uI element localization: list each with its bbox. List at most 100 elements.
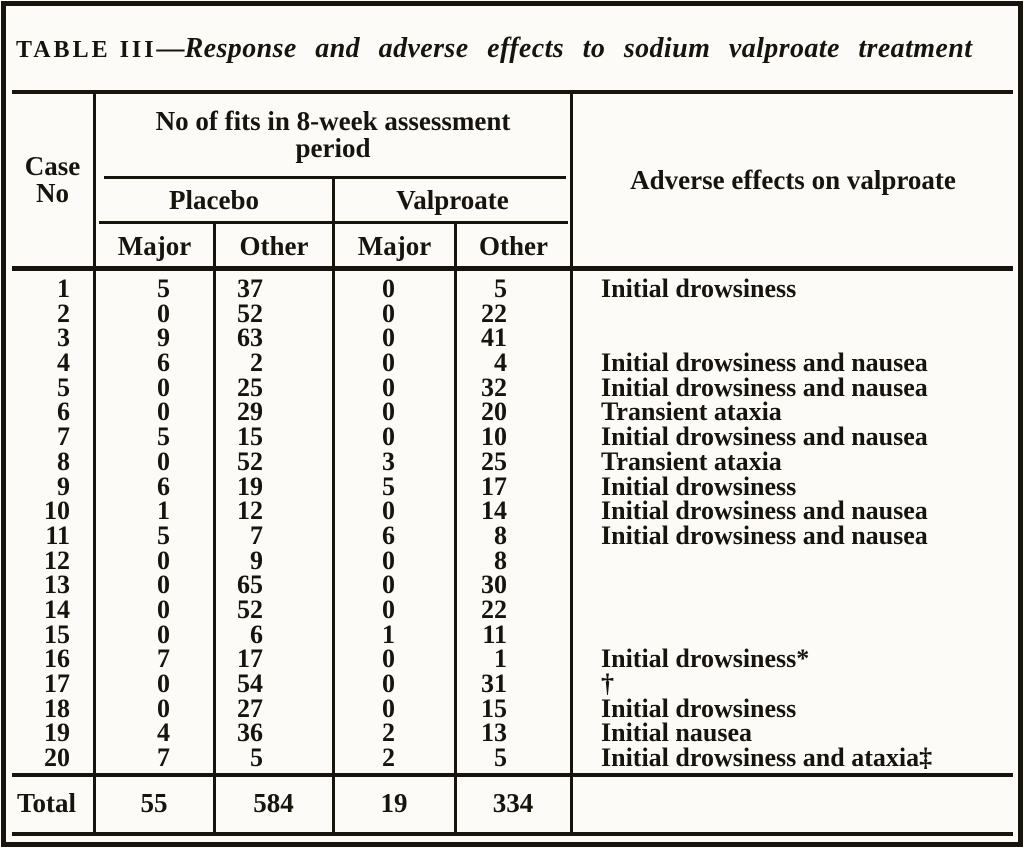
- placebo-other-cell: 52: [237, 298, 263, 328]
- placebo-major-cell: 9: [157, 323, 170, 353]
- placebo-major-cell: 5: [157, 520, 170, 550]
- valproate-major-cell: 0: [382, 570, 395, 600]
- header-case-line1: Case: [24, 151, 81, 181]
- placebo-other-cell: 12: [237, 496, 263, 526]
- rule-total-top: [12, 773, 1013, 777]
- case-cell: 7: [57, 422, 70, 452]
- table-title: TABLE III—Response and adverse effects t…: [16, 33, 972, 65]
- placebo-other-cell: 54: [237, 669, 263, 698]
- adverse-effects-cell: †: [601, 669, 614, 698]
- table-row: 7 5 15 0 10 Initial drowsiness and nausea: [12, 422, 1013, 452]
- valproate-major-cell: 0: [382, 693, 395, 723]
- adverse-effects-cell: Transient ataxia: [601, 397, 782, 427]
- vrule-placebo-split: [213, 221, 216, 836]
- adverse-effects-cell: [571, 549, 1013, 574]
- placebo-major-cell: 0: [157, 619, 170, 649]
- vrule-placebo-valproate: [332, 176, 335, 836]
- placebo-major-cell: 6: [157, 471, 170, 501]
- rule-fits-underline: [104, 176, 566, 179]
- header-valproate-major: Major: [357, 230, 432, 261]
- valproate-other-cell: 8: [494, 545, 507, 575]
- placebo-other-cell: 19: [237, 471, 263, 501]
- valproate-other-cell: 41: [481, 323, 507, 353]
- placebo-major-cell: 7: [157, 743, 170, 773]
- total-placebo-other: 584: [253, 787, 294, 818]
- placebo-major-cell: 5: [157, 422, 170, 452]
- table-row: 19 4 36 2 13 Initial nausea: [12, 718, 1013, 748]
- placebo-major-cell: 0: [157, 570, 170, 600]
- case-cell: 1: [57, 274, 70, 303]
- valproate-other-cell: 25: [481, 446, 507, 476]
- case-cell: 19: [44, 718, 70, 748]
- valproate-major-cell: 0: [382, 397, 395, 427]
- table-body: 1 5 37 0 5 Initial drowsiness 2 0 52 0 22 3 9 63 0 41 4 6…: [12, 274, 1013, 773]
- valproate-other-cell: 32: [481, 372, 507, 402]
- placebo-other-cell: 52: [237, 594, 263, 624]
- valproate-major-cell: 0: [382, 496, 395, 526]
- placebo-other-cell: 25: [237, 372, 263, 402]
- header-placebo: Placebo: [169, 184, 259, 215]
- valproate-other-cell: 10: [481, 422, 507, 452]
- placebo-major-cell: 0: [157, 693, 170, 723]
- case-cell: 20: [44, 743, 70, 773]
- vrule-case-column: [93, 90, 96, 836]
- valproate-other-cell: 30: [481, 570, 507, 600]
- valproate-major-cell: 0: [382, 422, 395, 452]
- rule-header-bottom: [12, 266, 1013, 271]
- rule-table-bottom: [12, 832, 1013, 836]
- valproate-major-cell: 0: [382, 669, 395, 698]
- placebo-major-cell: 1: [157, 496, 170, 526]
- case-cell: 13: [44, 570, 70, 600]
- table-row: 14 0 52 0 22: [12, 594, 1013, 624]
- placebo-other-cell: 63: [237, 323, 263, 353]
- table-row: 17 0 54 0 31 †: [12, 669, 1013, 698]
- valproate-major-cell: 0: [382, 372, 395, 402]
- valproate-other-cell: 5: [494, 743, 507, 773]
- table-row: 2 0 52 0 22: [12, 298, 1013, 328]
- header-placebo-major: Major: [117, 230, 192, 261]
- valproate-major-cell: 0: [382, 545, 395, 575]
- table-row: 5 0 25 0 32 Initial drowsiness and nausea: [12, 372, 1013, 402]
- placebo-other-cell: 27: [237, 693, 263, 723]
- adverse-effects-cell: Initial nausea: [601, 718, 752, 748]
- case-cell: 12: [44, 545, 70, 575]
- adverse-effects-cell: Initial drowsiness*: [601, 644, 810, 674]
- placebo-major-cell: 0: [157, 594, 170, 624]
- header-case-line2: No: [36, 178, 69, 208]
- valproate-other-cell: 1: [494, 644, 507, 674]
- header-placebo-other: Other: [239, 230, 309, 261]
- valproate-other-cell: 22: [481, 298, 507, 328]
- placebo-major-cell: 0: [157, 397, 170, 427]
- adverse-effects-cell: Initial drowsiness and nausea: [601, 422, 928, 452]
- placebo-major-cell: 0: [157, 446, 170, 476]
- valproate-major-cell: 0: [382, 348, 395, 378]
- placebo-major-cell: 4: [157, 718, 170, 748]
- case-cell: 9: [57, 471, 70, 501]
- table-row: 6 0 29 0 20 Transient ataxia: [12, 397, 1013, 427]
- placebo-major-cell: 0: [157, 545, 170, 575]
- table-row: 15 0 6 1 11: [12, 619, 1013, 649]
- placebo-major-cell: 0: [157, 372, 170, 402]
- valproate-major-cell: 0: [382, 644, 395, 674]
- case-cell: 14: [44, 594, 70, 624]
- table-row: 10 1 12 0 14 Initial drowsiness and nausea: [12, 496, 1013, 526]
- header-fits-group: No of fits in 8-week assessment period: [96, 98, 570, 172]
- valproate-other-cell: 22: [481, 594, 507, 624]
- adverse-effects-cell: [571, 302, 1013, 327]
- table-row: 3 9 63 0 41: [12, 323, 1013, 353]
- vrule-adverse-column: [570, 90, 573, 836]
- header-valproate-other: Other: [479, 230, 548, 261]
- placebo-other-cell: 15: [237, 422, 263, 452]
- case-cell: 2: [57, 298, 70, 328]
- title-dash: —: [156, 33, 185, 64]
- header-fits-line1: No of fits in 8-week assessment: [155, 106, 511, 136]
- adverse-effects-cell: Initial drowsiness: [601, 274, 797, 303]
- table-row: 1 5 37 0 5 Initial drowsiness: [12, 274, 1013, 303]
- valproate-other-cell: 13: [481, 718, 507, 748]
- table-row: 8 0 52 3 25 Transient ataxia: [12, 446, 1013, 476]
- title-text: Response and adverse effects to sodium v…: [184, 33, 973, 64]
- placebo-other-cell: 37: [237, 274, 263, 303]
- case-cell: 18: [44, 693, 70, 723]
- adverse-effects-cell: Initial drowsiness and nausea: [601, 496, 928, 526]
- valproate-other-cell: 14: [481, 496, 507, 526]
